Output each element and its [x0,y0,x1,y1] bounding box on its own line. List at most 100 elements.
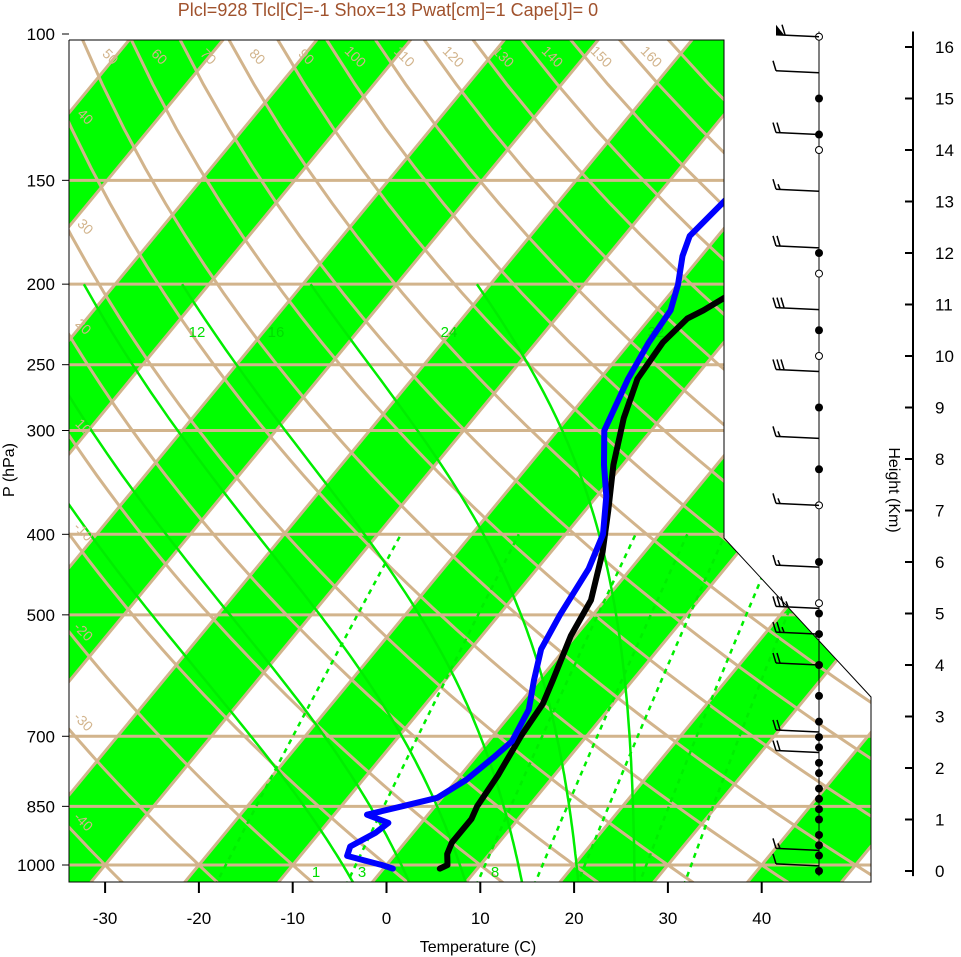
wind-level-dot [815,326,823,335]
isotherm-line [555,40,871,882]
mixing-ratio-line [532,533,689,882]
wind-barb-flag [776,122,781,133]
height-tick-label: 14 [935,141,954,160]
wind-barb-half-flag [777,431,781,437]
wind-barb-column [772,24,823,877]
isotherm-line [743,40,871,882]
wind-level-dot [815,743,823,752]
wind-barb-half-flag [777,559,781,566]
height-tick-label: 9 [935,399,944,418]
isotherm-label: 10 [752,538,774,560]
wind-barb-shaft [775,435,820,440]
isotherm-band [69,40,431,882]
dry-adiabat-line [69,40,414,882]
pressure-tick-label: 700 [27,727,55,746]
wind-barb-flag [772,740,777,751]
dry-adiabat-line [69,40,700,882]
wind-level-dot [815,805,823,814]
wind-barb-flag [772,652,777,664]
isotherm-label: 0 [731,456,748,473]
wind-barb-flag [776,652,781,664]
isotherm-label: 30 [848,645,870,667]
wind-barb-flag [772,493,777,504]
height-tick-label: 10 [935,347,954,366]
wind-barb-flag [776,359,781,370]
isotherm-band [69,40,619,882]
plot-area: 50 60 70 80 90 100 110 120 130 140 150 16040302010-… [69,40,871,882]
wind-barb-flag [772,297,777,308]
isotherm-line [69,40,714,882]
dry-adiabat-line [78,40,871,882]
height-axis-title: Height (Km) [885,447,902,532]
wind-level-dot [815,465,823,474]
wind-barb-flag [772,359,777,370]
wind-barb-flag [776,297,781,308]
temperature-tick-label: 30 [658,909,677,928]
wind-barb-flag [772,426,777,437]
moist-adiabat-line [475,283,636,882]
wind-barb-shaft [775,306,820,311]
temperature-tick-label: 10 [471,909,490,928]
wind-barb-shaft [775,33,820,38]
dry-adiabat-line [321,40,871,882]
pressure-tick-label: 1000 [17,856,55,875]
pressure-tick-label: 500 [27,606,55,625]
isotherm-bands [69,40,871,882]
mixing-ratio-line [682,533,822,882]
isotherm-line [274,40,871,882]
isotherm-label: 80 [246,45,268,67]
mixing-ratio-line [213,533,403,882]
isotherm-label: 10 [730,340,752,362]
wind-level-dot [815,769,823,778]
wind-level-open-dot [815,352,823,360]
dry-adiabat-line [69,40,604,882]
height-tick-label: 12 [935,244,954,263]
wind-level-dot [815,815,823,824]
wind-barb-flag [772,838,777,849]
wind-barb-flag [776,235,781,247]
dry-adiabat-line [69,40,223,882]
mixing-ratio-line [575,533,727,882]
wind-barb-flag [780,297,785,308]
wind-level-dot [815,249,823,257]
isotherm-line [69,40,620,882]
dry-adiabat-line [224,40,871,882]
mixing-ratio-label: 24 [441,324,458,341]
wind-barb-half-flag [777,498,781,504]
isotherm-line [86,40,808,882]
dry-adiabat-line [127,40,871,882]
wind-barb-shaft [775,729,820,733]
height-tick-label: 7 [935,502,944,521]
wind-barb-pennant [776,24,784,35]
mixing-ratio-label: 16 [268,324,285,341]
height-tick-label: 4 [935,656,944,675]
mixing-ratio-label: 1 [312,864,320,881]
dry-adiabat-line [273,40,871,882]
pressure-tick-label: 150 [27,171,55,190]
wind-barb-flag [776,621,781,633]
wind-level-dot [815,691,823,700]
wind-barb-shaft [775,368,820,373]
dry-adiabat-line [69,40,318,882]
wind-barb-flag [780,359,785,370]
pressure-tick-label: 200 [27,275,55,294]
wind-level-dot [815,94,823,103]
isotherm-label: 30 [730,120,752,142]
wind-barb-shaft [775,847,820,852]
temperature-tick-label: 40 [752,909,771,928]
wind-barb-half-flag [777,183,781,190]
mixing-ratio-line [474,533,637,882]
y-axis-title: P (hPa) [1,443,18,497]
moist-adiabat-line [82,283,467,882]
isotherm-band [556,40,871,882]
temperature-tick-label: 20 [565,909,584,928]
wind-barb-flag [772,235,777,247]
dry-adiabat-line [69,40,509,882]
wind-barb-flag [772,60,777,71]
wind-level-open-dot [815,269,823,278]
temperature-tick-label: -20 [187,909,212,928]
height-tick-label: 3 [935,708,944,727]
height-tick-label: 5 [935,605,944,624]
isotherm-line [69,40,245,882]
